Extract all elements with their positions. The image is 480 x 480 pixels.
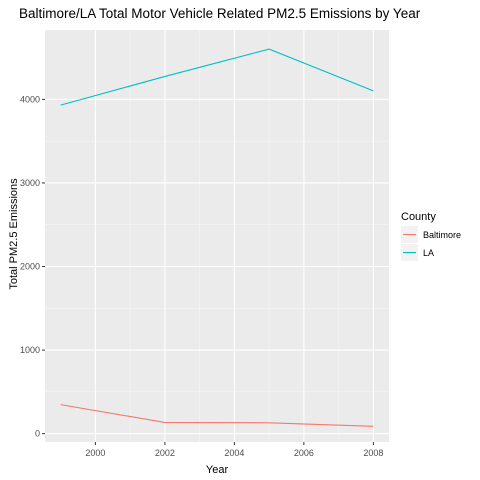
series-line-la [60,48,374,106]
series-line-baltimore [60,404,374,427]
y-axis-title: Total PM2.5 Emissions [8,178,20,290]
y-tick-label: 0 [35,429,40,439]
y-tick-label: 3000 [20,178,40,188]
x-axis: 2000 2002 2004 2006 2008 [85,442,383,458]
major-gridlines [45,30,389,442]
legend-label-baltimore: Baltimore [423,230,461,240]
y-tick-label: 4000 [20,94,40,104]
x-tick-label: 2008 [363,448,383,458]
plot-panel [45,30,389,442]
x-tick-label: 2000 [85,448,105,458]
legend-title: County [401,211,436,223]
minor-gridlines [45,30,389,442]
x-tick-label: 2002 [155,448,175,458]
y-tick-label: 1000 [20,345,40,355]
legend-label-la: LA [423,248,434,258]
series-lines [60,48,374,427]
chart-title: Baltimore/LA Total Motor Vehicle Related… [19,6,421,21]
x-axis-title: Year [206,464,229,476]
x-tick-label: 2006 [294,448,314,458]
x-tick-label: 2004 [224,448,244,458]
y-axis: 0 1000 2000 3000 4000 [20,94,45,439]
legend: County Baltimore LA [401,211,461,261]
y-tick-label: 2000 [20,262,40,272]
